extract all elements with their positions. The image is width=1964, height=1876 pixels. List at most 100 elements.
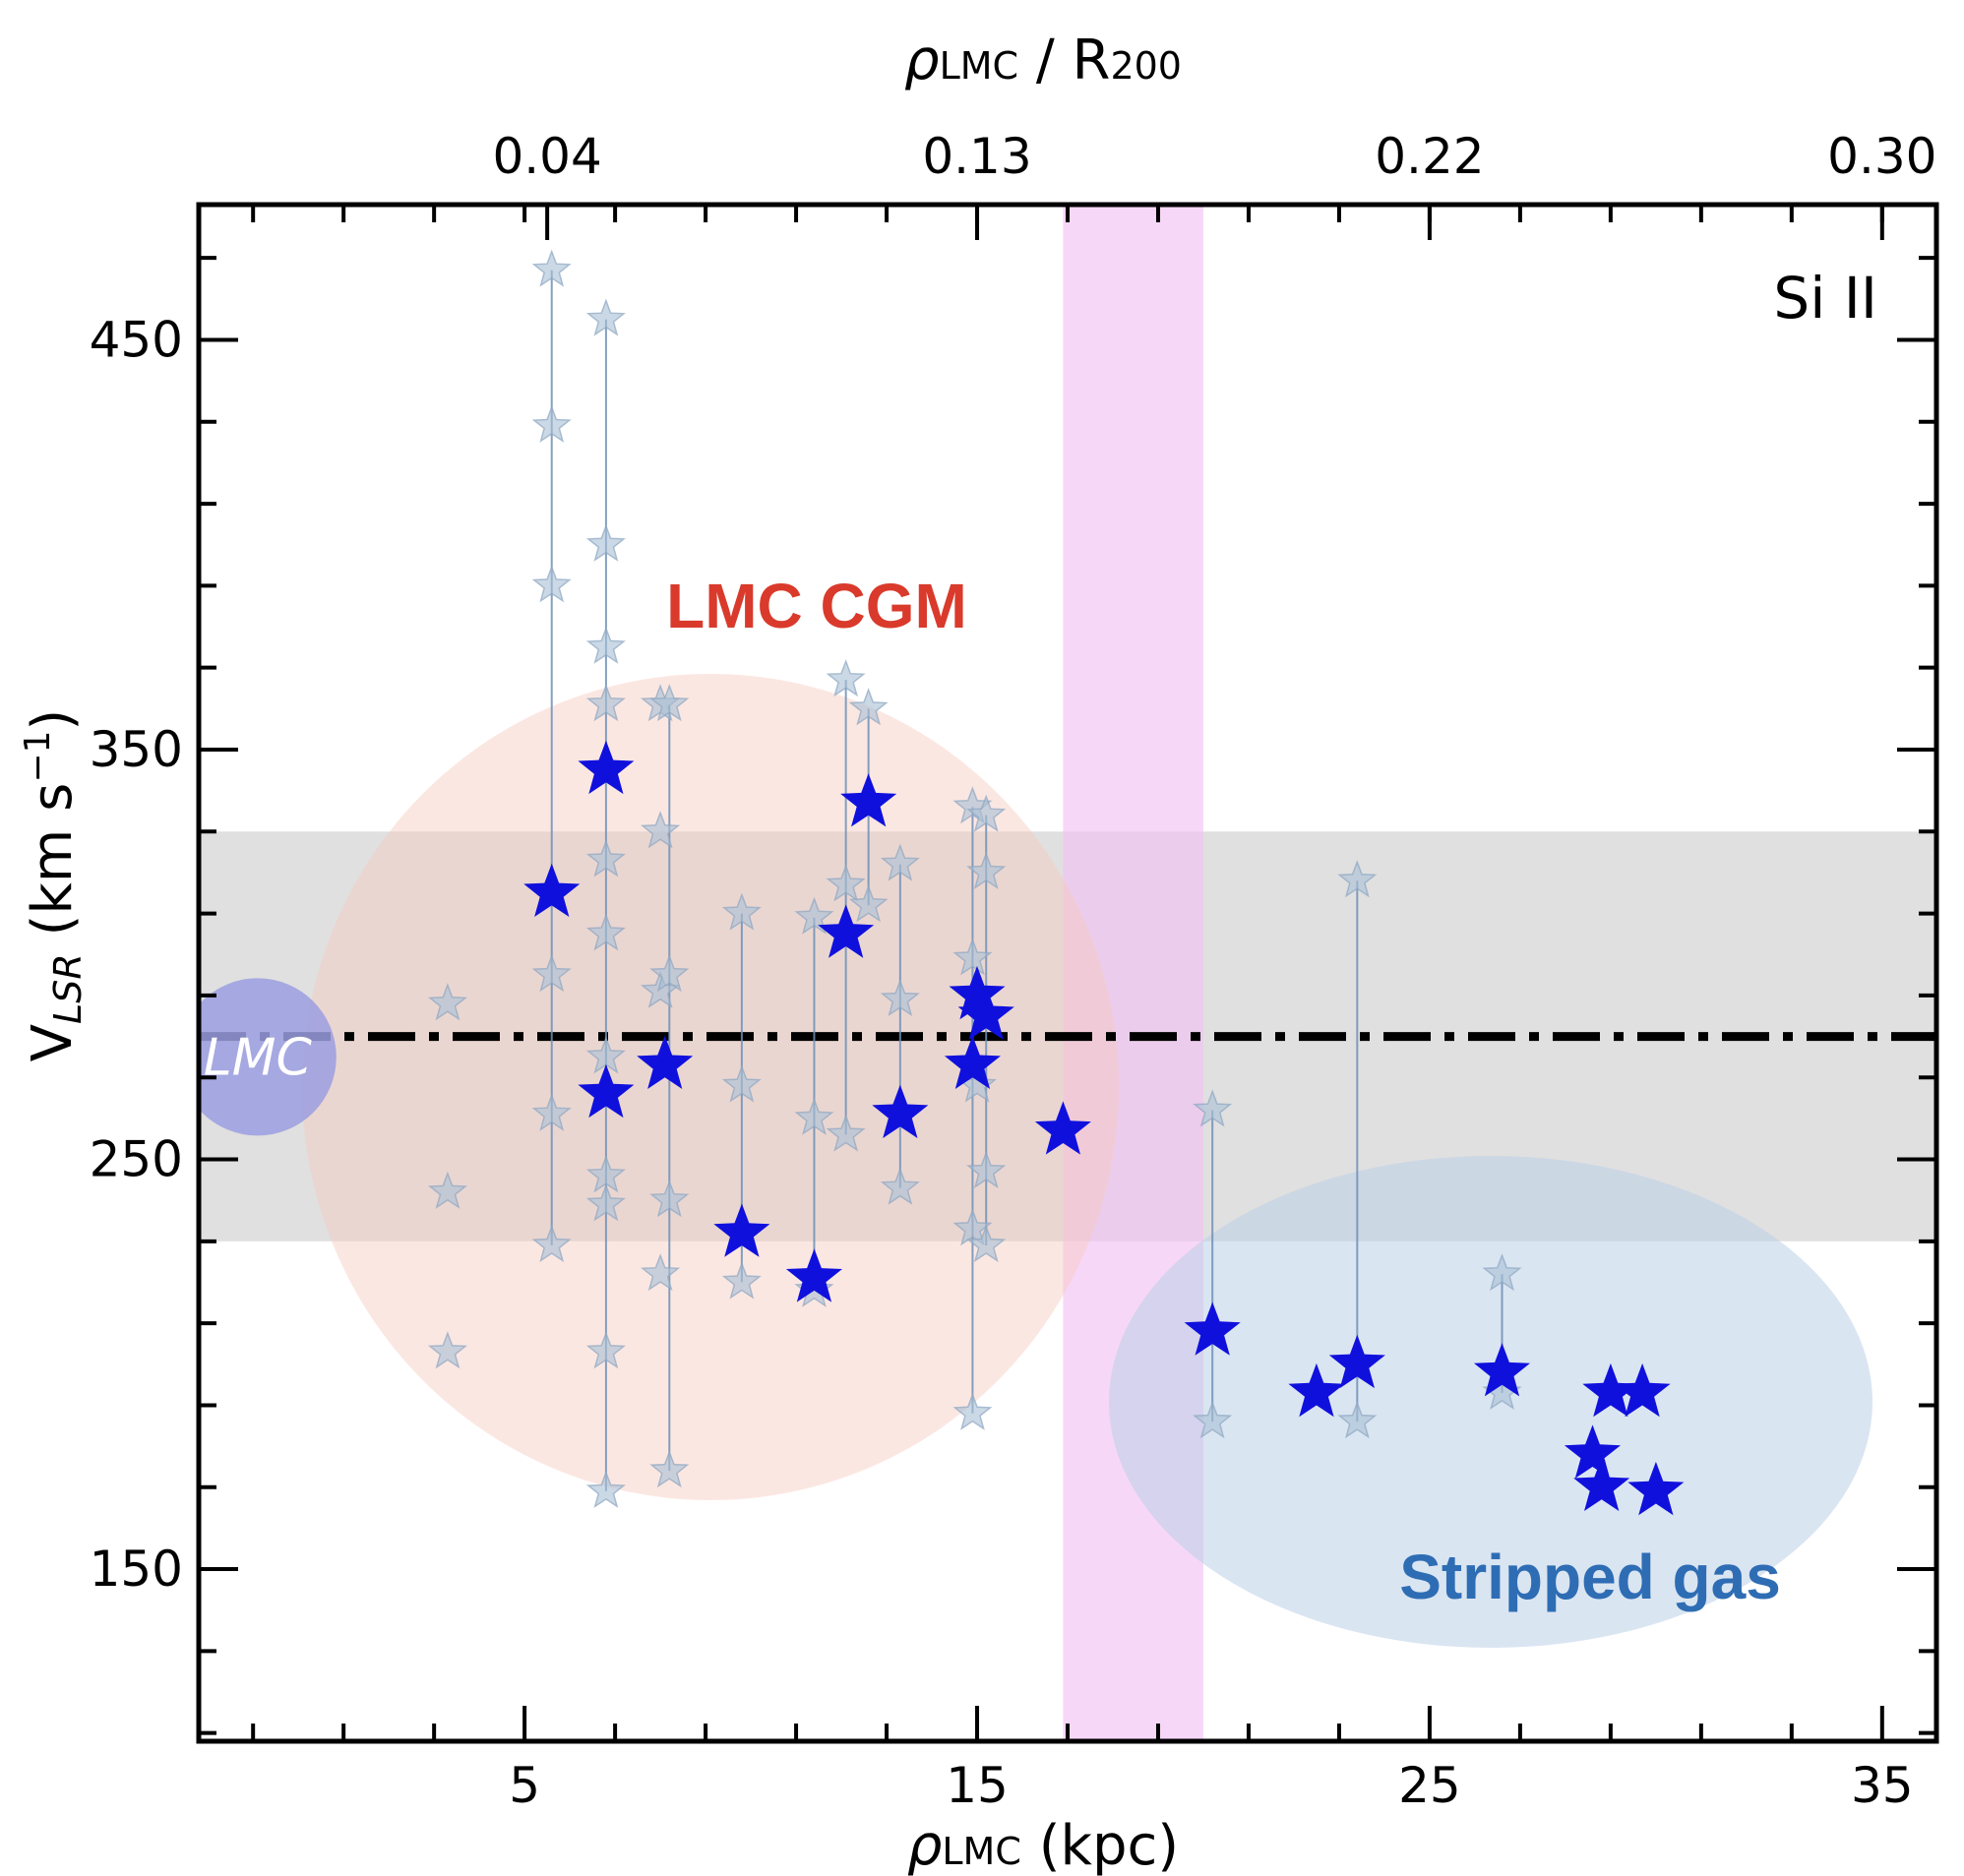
primary-star-point (578, 1063, 635, 1119)
secondary-star-point (952, 938, 993, 976)
secondary-star-point (952, 1392, 993, 1430)
secondary-star-point (721, 1261, 762, 1300)
secondary-star-point (880, 978, 920, 1017)
secondary-star-point (880, 1167, 920, 1205)
secondary-star-point (531, 1093, 572, 1131)
secondary-star-point (585, 839, 627, 877)
primary-star-point (1573, 1457, 1630, 1511)
stripped-gas-label: Stripped gas (1399, 1542, 1781, 1612)
axis-tick-labels: 5 15 25 35 0.04 0.13 0.22 0.30 150 250 350 450 (90, 128, 1937, 1814)
secondary-star-point (826, 659, 866, 697)
secondary-star-point (585, 1331, 627, 1369)
secondary-star-point (1337, 1400, 1378, 1439)
secondary-star-point (966, 851, 1007, 890)
secondary-star-point (966, 1224, 1007, 1263)
secondary-star-point (640, 811, 681, 849)
axis-ticks (199, 205, 1936, 1741)
secondary-star-point (531, 249, 572, 287)
secondary-star-point (585, 1183, 627, 1222)
connector-lines (550, 270, 1504, 1491)
secondary-star-point (427, 983, 468, 1021)
plot-frame (196, 202, 1939, 1744)
y-axis-title: VLSR (km s−1) (18, 709, 90, 1062)
secondary-star-point (585, 684, 627, 722)
lmc-marker: LMC (199, 978, 337, 1136)
lmc-cgm-region (302, 674, 1119, 1500)
x-axis-title: ρLMC (kpc) (907, 1814, 1179, 1876)
primary-star-point (1564, 1424, 1621, 1479)
secondary-star-point (585, 298, 627, 336)
secondary-star-point (880, 843, 920, 881)
primary-star-point (1582, 1362, 1639, 1418)
secondary-star-point (649, 953, 690, 993)
primary-star-point (1184, 1301, 1241, 1356)
secondary-star-point (952, 1208, 993, 1246)
secondary-star-point (649, 684, 690, 722)
secondary-star-point (1193, 1400, 1233, 1439)
lmc-cgm-label: LMC CGM (666, 571, 967, 641)
secondary-star-point (826, 864, 866, 902)
secondary-star-point (826, 1114, 866, 1152)
lmc-marker-label: LMC (204, 1028, 313, 1087)
x-tick-label: 15 (946, 1757, 1009, 1814)
primary-star-markers (523, 740, 1685, 1516)
secondary-star-point (531, 953, 572, 993)
secondary-star-point (721, 1064, 762, 1103)
secondary-star-point (649, 1180, 690, 1218)
secondary-star-point (1193, 1089, 1233, 1127)
ion-label: Si II (1773, 265, 1877, 332)
secondary-star-point (721, 892, 762, 931)
top-tick-label: 0.04 (492, 128, 601, 185)
primary-star-point (1034, 1101, 1091, 1155)
x-tick-label: 25 (1398, 1757, 1461, 1814)
stripped-gas-region (1109, 1156, 1872, 1648)
secondary-star-point (531, 1224, 572, 1263)
secondary-star-markers (427, 249, 1522, 1509)
secondary-star-point (649, 1449, 690, 1488)
primary-star-point (840, 773, 897, 827)
secondary-star-point (848, 688, 889, 726)
secondary-star-point (585, 913, 627, 951)
primary-star-point (637, 1035, 694, 1089)
primary-star-point (818, 904, 875, 958)
y-tick-label: 250 (90, 1131, 183, 1188)
primary-star-point (1627, 1461, 1685, 1516)
primary-star-point (1614, 1362, 1671, 1418)
secondary-star-point (640, 1253, 681, 1292)
primary-star-point (523, 863, 581, 917)
primary-star-point (785, 1248, 842, 1302)
secondary-star-point (848, 884, 889, 923)
secondary-star-point (427, 1331, 468, 1369)
secondary-star-point (794, 1097, 834, 1135)
y-tick-label: 450 (90, 311, 183, 368)
secondary-star-point (531, 404, 572, 444)
secondary-star-point (966, 794, 1007, 832)
top-tick-label: 0.30 (1827, 128, 1936, 185)
secondary-star-point (794, 896, 834, 935)
top-tick-label: 0.22 (1375, 128, 1484, 185)
y-tick-label: 150 (90, 1541, 183, 1598)
secondary-star-point (585, 1470, 627, 1509)
primary-star-point (944, 1035, 1001, 1089)
primary-star-point (578, 740, 635, 795)
primary-star-point (1328, 1334, 1385, 1389)
primary-star-point (1288, 1362, 1345, 1418)
x-tick-label: 5 (509, 1757, 540, 1814)
top-tick-label: 0.13 (922, 128, 1031, 185)
secondary-star-point (1482, 1253, 1522, 1292)
primary-star-point (872, 1084, 929, 1138)
x-tick-label: 35 (1851, 1757, 1914, 1814)
secondary-star-point (585, 626, 627, 664)
y-tick-label: 350 (90, 721, 183, 778)
primary-star-point (1474, 1343, 1530, 1397)
primary-star-point (713, 1203, 770, 1257)
lmc-marker-circle (199, 978, 337, 1136)
secondary-star-point (585, 523, 627, 562)
top-axis-title: ρLMC / R200 (904, 29, 1182, 92)
secondary-star-point (1337, 860, 1378, 898)
secondary-star-point (427, 1171, 468, 1209)
secondary-star-point (531, 565, 572, 603)
primary-star-point (957, 986, 1014, 1040)
secondary-star-point (966, 1150, 1007, 1189)
